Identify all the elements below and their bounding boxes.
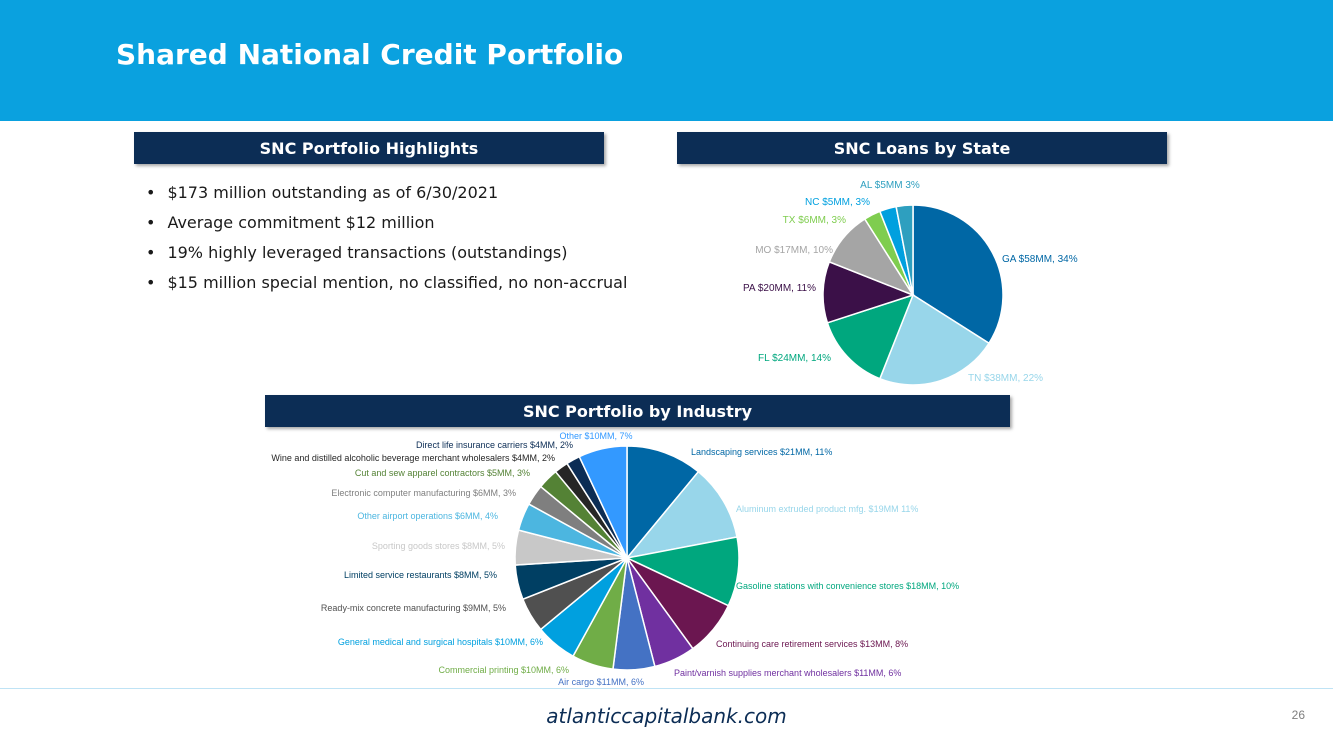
pie-slice (878, 293, 991, 386)
slice-label: Other $10MM, 7% (559, 431, 632, 441)
slice-label: TN $38MM, 22% (968, 373, 1043, 384)
slice-label: MO $17MM, 10% (755, 245, 833, 256)
highlight-item: Average commitment $12 million (146, 208, 627, 238)
slice-label: Other airport operations $6MM, 4% (357, 511, 498, 521)
slice-label: Limited service restaurants $8MM, 5% (344, 570, 497, 580)
slice-label: PA $20MM, 11% (743, 283, 816, 294)
footer-url: atlanticcapitalbank.com (546, 704, 787, 728)
highlights-header: SNC Portfolio Highlights (134, 132, 604, 164)
slice-label: Sporting goods stores $8MM, 5% (372, 541, 505, 551)
slice-label: Commercial printing $10MM, 6% (438, 665, 569, 675)
slice-label: Landscaping services $21MM, 11% (691, 447, 832, 457)
slice-label: Gasoline stations with convenience store… (736, 581, 959, 591)
slice-label: General medical and surgical hospitals $… (338, 637, 543, 647)
highlights-list: $173 million outstanding as of 6/30/2021… (146, 178, 627, 298)
slice-label: TX $6MM, 3% (783, 215, 846, 226)
highlight-item: $15 million special mention, no classifi… (146, 268, 627, 298)
state-pie-chart: GA $58MM, 34% TN $38MM, 22% FL $24MM, 14% P… (743, 180, 1078, 386)
slice-label: Continuing care retirement services $13M… (716, 639, 908, 649)
slice-label: Air cargo $11MM, 6% (558, 677, 644, 687)
highlight-item: 19% highly leveraged transactions (outst… (146, 238, 627, 268)
pie-slice (626, 445, 700, 561)
slice-label: Electronic computer manufacturing $6MM, … (331, 488, 516, 498)
slice-label: Ready-mix concrete manufacturing $9MM, 5… (321, 603, 506, 613)
pie-slice (895, 204, 914, 296)
industry-header: SNC Portfolio by Industry (265, 395, 1010, 427)
slice-label: Cut and sew apparel contractors $5MM, 3% (355, 468, 530, 478)
slice-label: Direct life insurance carriers $4MM, 2% (416, 440, 573, 450)
slice-label: GA $58MM, 34% (1002, 254, 1078, 265)
slice-label: Aluminum extruded product mfg. $19MM 11% (736, 504, 918, 514)
slice-label: Wine and distilled alcoholic beverage me… (271, 453, 555, 463)
footer-divider (0, 688, 1333, 689)
state-header: SNC Loans by State (677, 132, 1167, 164)
header-banner (0, 0, 1333, 121)
slice-label: AL $5MM 3% (860, 180, 920, 191)
page-title: Shared National Credit Portfolio (116, 38, 624, 71)
pie-slice (578, 445, 628, 559)
page-number: 26 (1291, 708, 1305, 722)
highlight-item: $173 million outstanding as of 6/30/2021 (146, 178, 627, 208)
slice-label: NC $5MM, 3% (805, 197, 870, 208)
pie-slice (625, 470, 738, 560)
industry-pie-chart: Landscaping services $21MM, 11% Aluminum … (271, 431, 959, 687)
slice-label: Paint/varnish supplies merchant wholesal… (674, 668, 901, 678)
slice-label: FL $24MM, 14% (758, 353, 831, 364)
